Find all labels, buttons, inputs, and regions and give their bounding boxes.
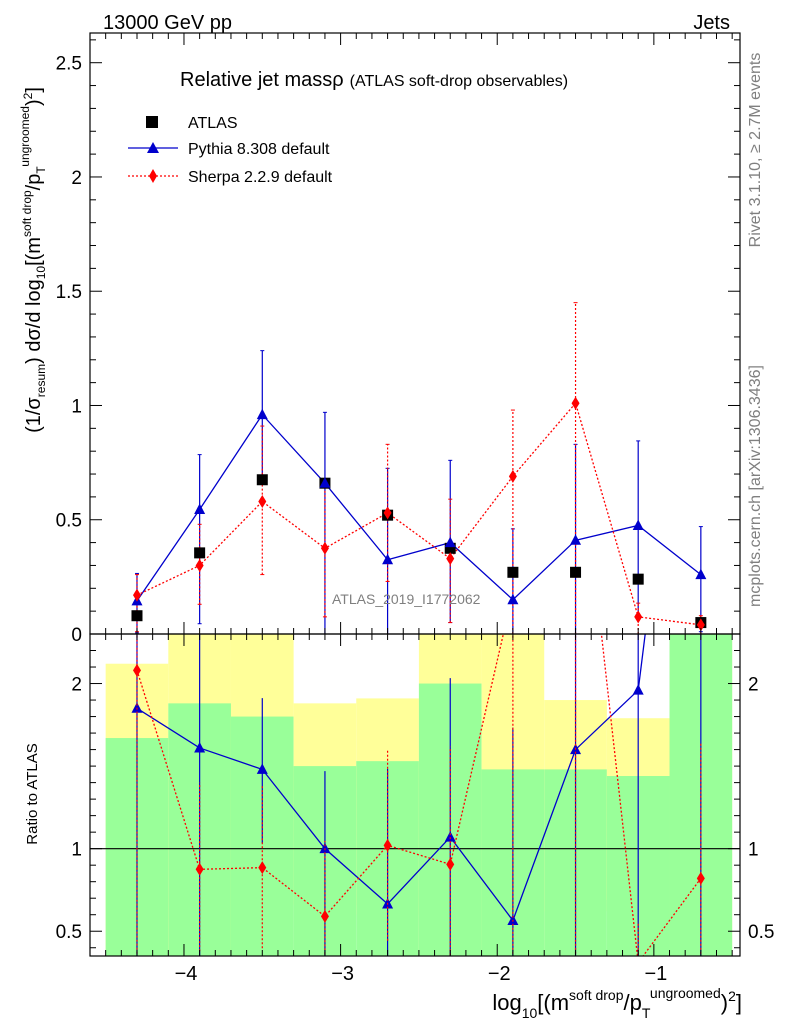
main-y-axis-label: (1/σresum) dσ/d log10[(msoft drop/pTungr… bbox=[18, 87, 48, 433]
pythia-main-point bbox=[695, 568, 707, 580]
ratio-clipped-group bbox=[131, 634, 705, 956]
sherpa-ratio-point bbox=[132, 663, 141, 677]
mcplots-info-label: mcplots.cern.ch [arXiv:1306.3436] bbox=[747, 365, 764, 607]
sherpa-main-point bbox=[446, 552, 455, 566]
ratio-y-tick-label-right: 1 bbox=[748, 840, 759, 861]
plot-subtitle: (ATLAS soft-drop observables) bbox=[350, 73, 568, 90]
ratio-series-group bbox=[131, 634, 705, 956]
atlas-main-point bbox=[444, 542, 456, 554]
pythia-main-point bbox=[319, 477, 331, 488]
atlas-main-point bbox=[632, 573, 644, 585]
pythia-main-point bbox=[570, 534, 582, 545]
ratio-y-tick-label-left: 0.5 bbox=[56, 922, 82, 943]
x-tick-label: −3 bbox=[331, 963, 354, 985]
sherpa-main-point bbox=[634, 610, 643, 624]
legend-atlas-marker bbox=[146, 116, 158, 128]
pythia-ratio-point bbox=[632, 684, 644, 695]
sherpa-main-point bbox=[696, 618, 705, 632]
atlas-main-point bbox=[507, 566, 519, 578]
pythia-main-point bbox=[444, 536, 456, 548]
sherpa-main-line bbox=[136, 401, 701, 626]
main-y-tick-label: 1 bbox=[71, 396, 82, 417]
sherpa-ratio-point bbox=[320, 909, 329, 923]
sherpa-main-point bbox=[195, 558, 204, 572]
sherpa-main-point bbox=[258, 494, 267, 508]
legend-pythia-marker bbox=[147, 142, 159, 153]
sherpa-main-point bbox=[320, 541, 329, 555]
pythia-main-point bbox=[256, 408, 268, 420]
pythia-main-point bbox=[382, 553, 394, 565]
pythia-main-point bbox=[632, 519, 644, 530]
legend-pythia-label: Pythia 8.308 default bbox=[188, 141, 330, 158]
main-y-tick-label: 2 bbox=[71, 168, 82, 189]
plot-title-main: Relative jet massρ bbox=[180, 69, 344, 91]
main-series-group bbox=[131, 302, 707, 635]
ratio-y-tick-label-left: 2 bbox=[71, 675, 82, 696]
x-axis-label: log10[(msoft drop/pTungroomed)2] bbox=[492, 985, 742, 1021]
legend-sherpa-label: Sherpa 2.2.9 default bbox=[188, 169, 333, 186]
pythia-ratio-point bbox=[507, 914, 519, 925]
sherpa-main-point bbox=[383, 506, 392, 520]
legend: ATLAS Pythia 8.308 default Sherpa 2.2.9 … bbox=[128, 115, 333, 186]
rivet-info-label: Rivet 3.1.10, ≥ 2.7M events bbox=[747, 53, 764, 248]
pythia-ratio-line bbox=[136, 634, 646, 922]
pythia-ratio-point bbox=[131, 702, 143, 713]
sherpa-ratio-point bbox=[258, 861, 267, 875]
main-y-tick-label: 0.5 bbox=[56, 511, 82, 532]
pythia-ratio-point bbox=[256, 763, 268, 774]
ratio-y-tick-label-right: 0.5 bbox=[748, 922, 774, 943]
pythia-ratio-point bbox=[319, 842, 331, 854]
pythia-main-line bbox=[136, 413, 702, 602]
analysis-watermark: ATLAS_2019_I1772062 bbox=[332, 591, 481, 607]
atlas-main-point bbox=[570, 566, 582, 578]
pythia-main-point bbox=[194, 503, 206, 514]
main-y-tick-label: 0 bbox=[71, 625, 82, 646]
axes-group: 0 0.5 1 1.5 2 2.5 −4 −3 −2 −1 0.5 0.5 1 1 2 2 bbox=[56, 33, 774, 985]
ratio-y-tick-label-right: 2 bbox=[748, 675, 759, 696]
sherpa-main-point bbox=[571, 396, 580, 410]
sherpa-main-point bbox=[508, 469, 517, 483]
category-label: Jets bbox=[693, 12, 730, 34]
atlas-main-point bbox=[256, 474, 268, 486]
sherpa-ratio-point bbox=[195, 862, 204, 876]
atlas-main-point bbox=[131, 610, 143, 622]
pythia-main-point bbox=[507, 593, 519, 605]
plot-title: Relative jet massρ (ATLAS soft-drop obser… bbox=[180, 69, 568, 91]
legend-atlas-label: ATLAS bbox=[188, 115, 238, 132]
ratio-plot-frame bbox=[89, 633, 741, 957]
x-tick-label: −1 bbox=[644, 963, 667, 985]
main-y-tick-label: 2.5 bbox=[56, 54, 82, 75]
sherpa-ratio-point bbox=[446, 857, 455, 871]
legend-sherpa-marker bbox=[149, 169, 157, 183]
sherpa-main-point bbox=[132, 588, 141, 602]
energy-label: 13000 GeV pp bbox=[103, 12, 232, 34]
atlas-main-point bbox=[194, 547, 206, 559]
main-y-tick-label: 1.5 bbox=[56, 282, 82, 303]
ratio-y-axis-label: Ratio to ATLAS bbox=[24, 743, 41, 844]
x-tick-label: −4 bbox=[175, 963, 198, 985]
sherpa-ratio-point bbox=[696, 871, 705, 885]
sherpa-ratio-point bbox=[383, 838, 392, 852]
x-tick-label: −2 bbox=[488, 963, 511, 985]
pythia-ratio-point bbox=[194, 741, 206, 753]
ratio-y-tick-label-left: 1 bbox=[71, 840, 82, 861]
pythia-ratio-point bbox=[444, 831, 456, 842]
